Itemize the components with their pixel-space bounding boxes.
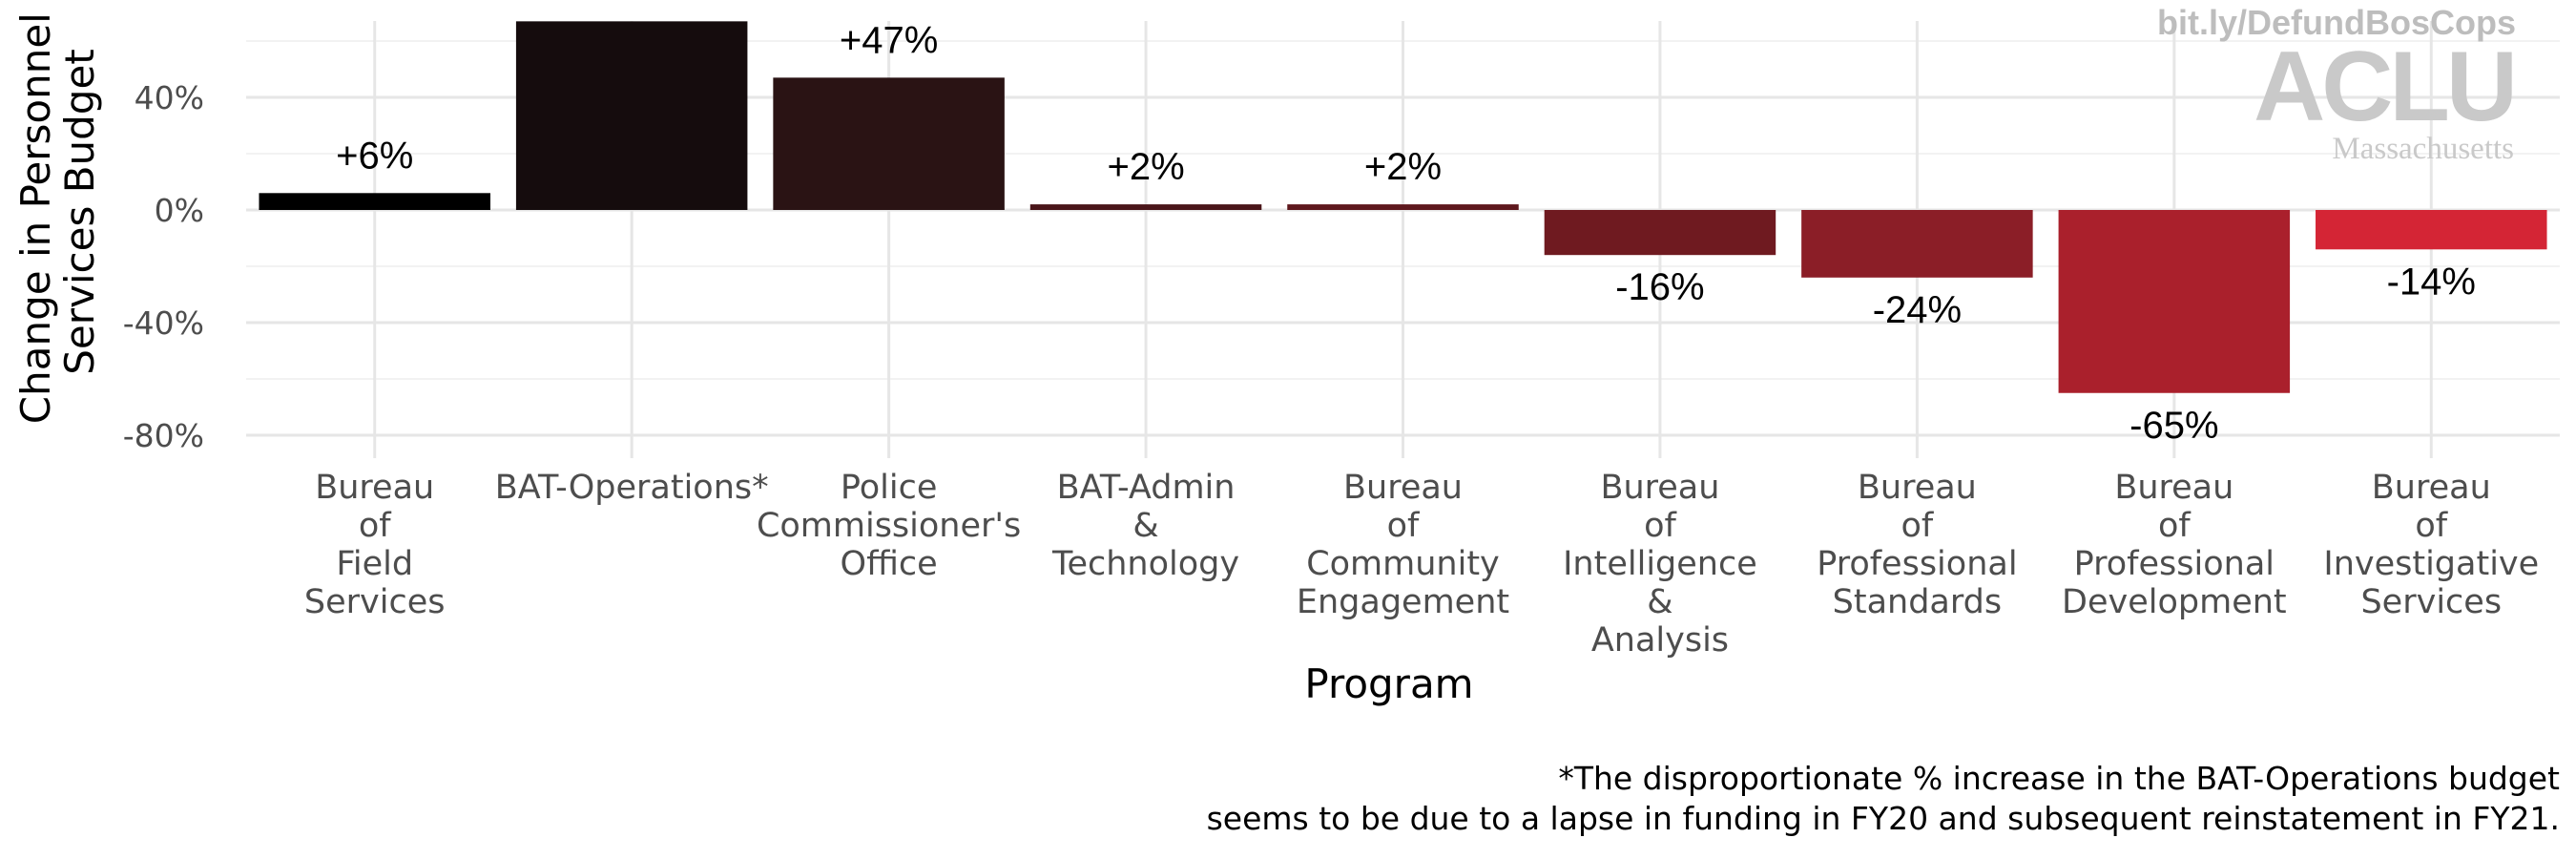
data-label: -16% — [1615, 266, 1704, 308]
x-tick-label: Bureau of Intelligence & Analysis — [1563, 469, 1757, 660]
x-tick-label: Bureau of Investigative Services — [2323, 469, 2539, 621]
y-tick-label: -80% — [123, 417, 204, 454]
y-axis-title-line-2: Services Budget — [56, 49, 103, 375]
data-label: +2% — [1364, 146, 1442, 188]
x-tick-label: Bureau of Community Engagement — [1297, 469, 1509, 621]
data-labels: +6% +47% +2% +2% -16% -24% -65% -14% — [336, 19, 2476, 446]
y-tick-label: 0% — [155, 192, 204, 229]
data-label: +47% — [840, 19, 938, 61]
x-tick-label: Police Commissioner's Office — [757, 469, 1021, 583]
aclu-watermark: bit.ly/DefundBosCops ACLU Massachusetts — [2157, 3, 2518, 166]
y-tick-label: -40% — [123, 304, 204, 342]
y-axis-title-line-1: Change in Personnel — [12, 12, 59, 424]
bar — [1029, 204, 1262, 210]
y-axis-title: Change in Personnel Services Budget — [12, 0, 103, 424]
data-label: -65% — [2129, 405, 2218, 447]
bar — [2316, 210, 2547, 250]
x-tick-label: Bureau of Professional Development — [2062, 469, 2287, 621]
y-tick-labels: 40% 0% -40% -80% — [123, 79, 204, 454]
x-tick-label: Bureau of Field Services — [304, 469, 446, 621]
bar — [1544, 210, 1776, 256]
x-tick-label: BAT-Operations* — [495, 469, 769, 507]
bar — [1801, 210, 2033, 278]
bars — [259, 21, 2547, 393]
data-label: -14% — [2387, 261, 2476, 303]
footnote: *The disproportionate % increase in the … — [1207, 760, 2560, 837]
watermark-url: bit.ly/DefundBosCops — [2157, 3, 2516, 42]
bar — [2058, 210, 2291, 393]
y-tick-label: 40% — [135, 79, 204, 116]
aclu-logo-subtitle: Massachusetts — [2332, 132, 2514, 166]
data-label: +2% — [1107, 146, 1184, 188]
bar — [515, 21, 748, 210]
x-axis-title: Program — [1304, 660, 1473, 707]
bar — [1287, 204, 1519, 210]
footnote-line-2: seems to be due to a lapse in funding in… — [1207, 800, 2560, 837]
aclu-logo: ACLU — [2254, 31, 2514, 142]
data-label: -24% — [1873, 289, 1962, 331]
footnote-line-1: *The disproportionate % increase in the … — [1558, 760, 2560, 797]
x-tick-labels: Bureau of Field Services BAT-Operations* Poli… — [304, 469, 2539, 660]
x-tick-label: BAT-Admin & Technology — [1051, 469, 1239, 583]
bar — [773, 77, 1005, 210]
data-label: +6% — [336, 135, 413, 177]
x-tick-label: Bureau of Professional Standards — [1817, 469, 2017, 621]
bar — [259, 193, 490, 210]
